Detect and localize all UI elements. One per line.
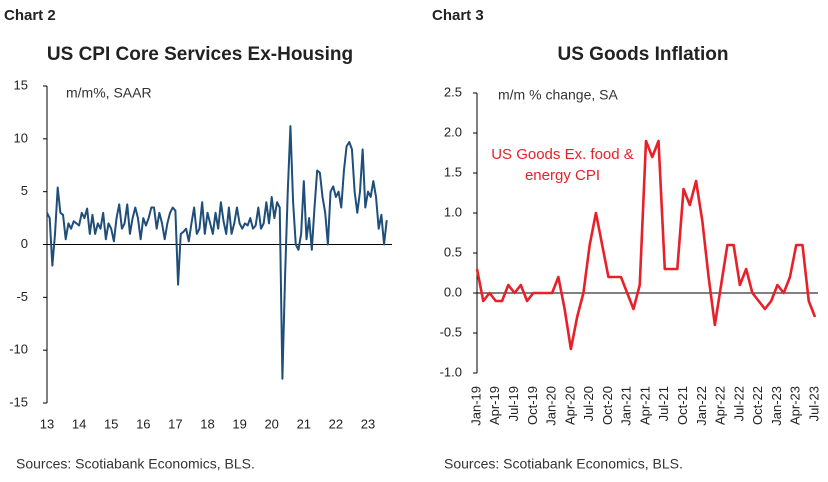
data-line	[46, 125, 388, 380]
x-tick-label: 14	[72, 416, 86, 431]
x-tick-label: Apr-23	[788, 386, 803, 425]
y-tick-label: 1.5	[444, 164, 462, 179]
x-tick-label: Jul-21	[656, 386, 671, 421]
chart-title: US Goods Inflation	[558, 44, 729, 65]
x-tick-label: Oct-19	[525, 386, 540, 425]
x-tick-label: Oct-22	[750, 386, 765, 425]
chart-label: Chart 2	[4, 7, 56, 24]
x-tick-label: Apr-21	[637, 386, 652, 425]
annotation: m/m%, SAAR	[66, 85, 152, 101]
x-tick-label: Jul-23	[806, 386, 821, 421]
x-tick-label: Apr-19	[487, 386, 502, 425]
x-tick-label: 18	[200, 416, 214, 431]
y-tick-label: 0.5	[444, 244, 462, 259]
x-tick-label: 15	[104, 416, 118, 431]
x-tick-label: 23	[361, 416, 375, 431]
x-tick-label: Jan-19	[468, 386, 483, 426]
source: Sources: Scotiabank Economics, BLS.	[444, 456, 683, 472]
chart-title: US CPI Core Services Ex-Housing	[47, 44, 353, 65]
x-tick-label: Jan-21	[619, 386, 634, 426]
y-tick-label: -0.5	[440, 324, 462, 339]
y-tick-label: -10	[9, 342, 28, 357]
x-tick-label: Apr-20	[562, 386, 577, 425]
x-tick-label: Jul-20	[581, 386, 596, 421]
series-label: US Goods Ex. food & energy CPI	[491, 146, 634, 184]
y-tick-label: 15	[14, 77, 28, 92]
chart-label: Chart 3	[432, 7, 484, 24]
y-tick-label: 2.5	[444, 84, 462, 99]
y-tick-label: 0.0	[444, 284, 462, 299]
x-tick-label: Oct-20	[600, 386, 615, 425]
y-tick-label: 2.0	[444, 124, 462, 139]
x-tick-label: 13	[40, 416, 54, 431]
x-tick-label: Jul-19	[506, 386, 521, 421]
x-tick-label: 17	[168, 416, 182, 431]
x-tick-label: 20	[264, 416, 278, 431]
y-tick-label: -15	[9, 394, 28, 409]
y-tick-label: 0	[21, 236, 28, 251]
x-tick-label: Apr-22	[713, 386, 728, 425]
x-tick-label: Jan-20	[544, 386, 559, 426]
annotation: m/m % change, SA	[498, 87, 618, 103]
y-tick-label: -5	[16, 289, 28, 304]
x-tick-label: Jan-22	[694, 386, 709, 426]
data-line	[475, 139, 817, 351]
y-tick-label: 10	[14, 130, 28, 145]
x-tick-label: 16	[136, 416, 150, 431]
x-tick-label: Jan-23	[769, 386, 784, 426]
x-tick-label: 21	[297, 416, 311, 431]
x-tick-label: Jul-22	[731, 386, 746, 421]
source: Sources: Scotiabank Economics, BLS.	[16, 456, 255, 472]
y-tick-label: 1.0	[444, 204, 462, 219]
x-tick-label: 22	[329, 416, 343, 431]
y-tick-label: 5	[21, 183, 28, 198]
x-tick-label: Oct-21	[675, 386, 690, 425]
y-tick-label: -1.0	[440, 364, 462, 379]
x-tick-label: 19	[232, 416, 246, 431]
